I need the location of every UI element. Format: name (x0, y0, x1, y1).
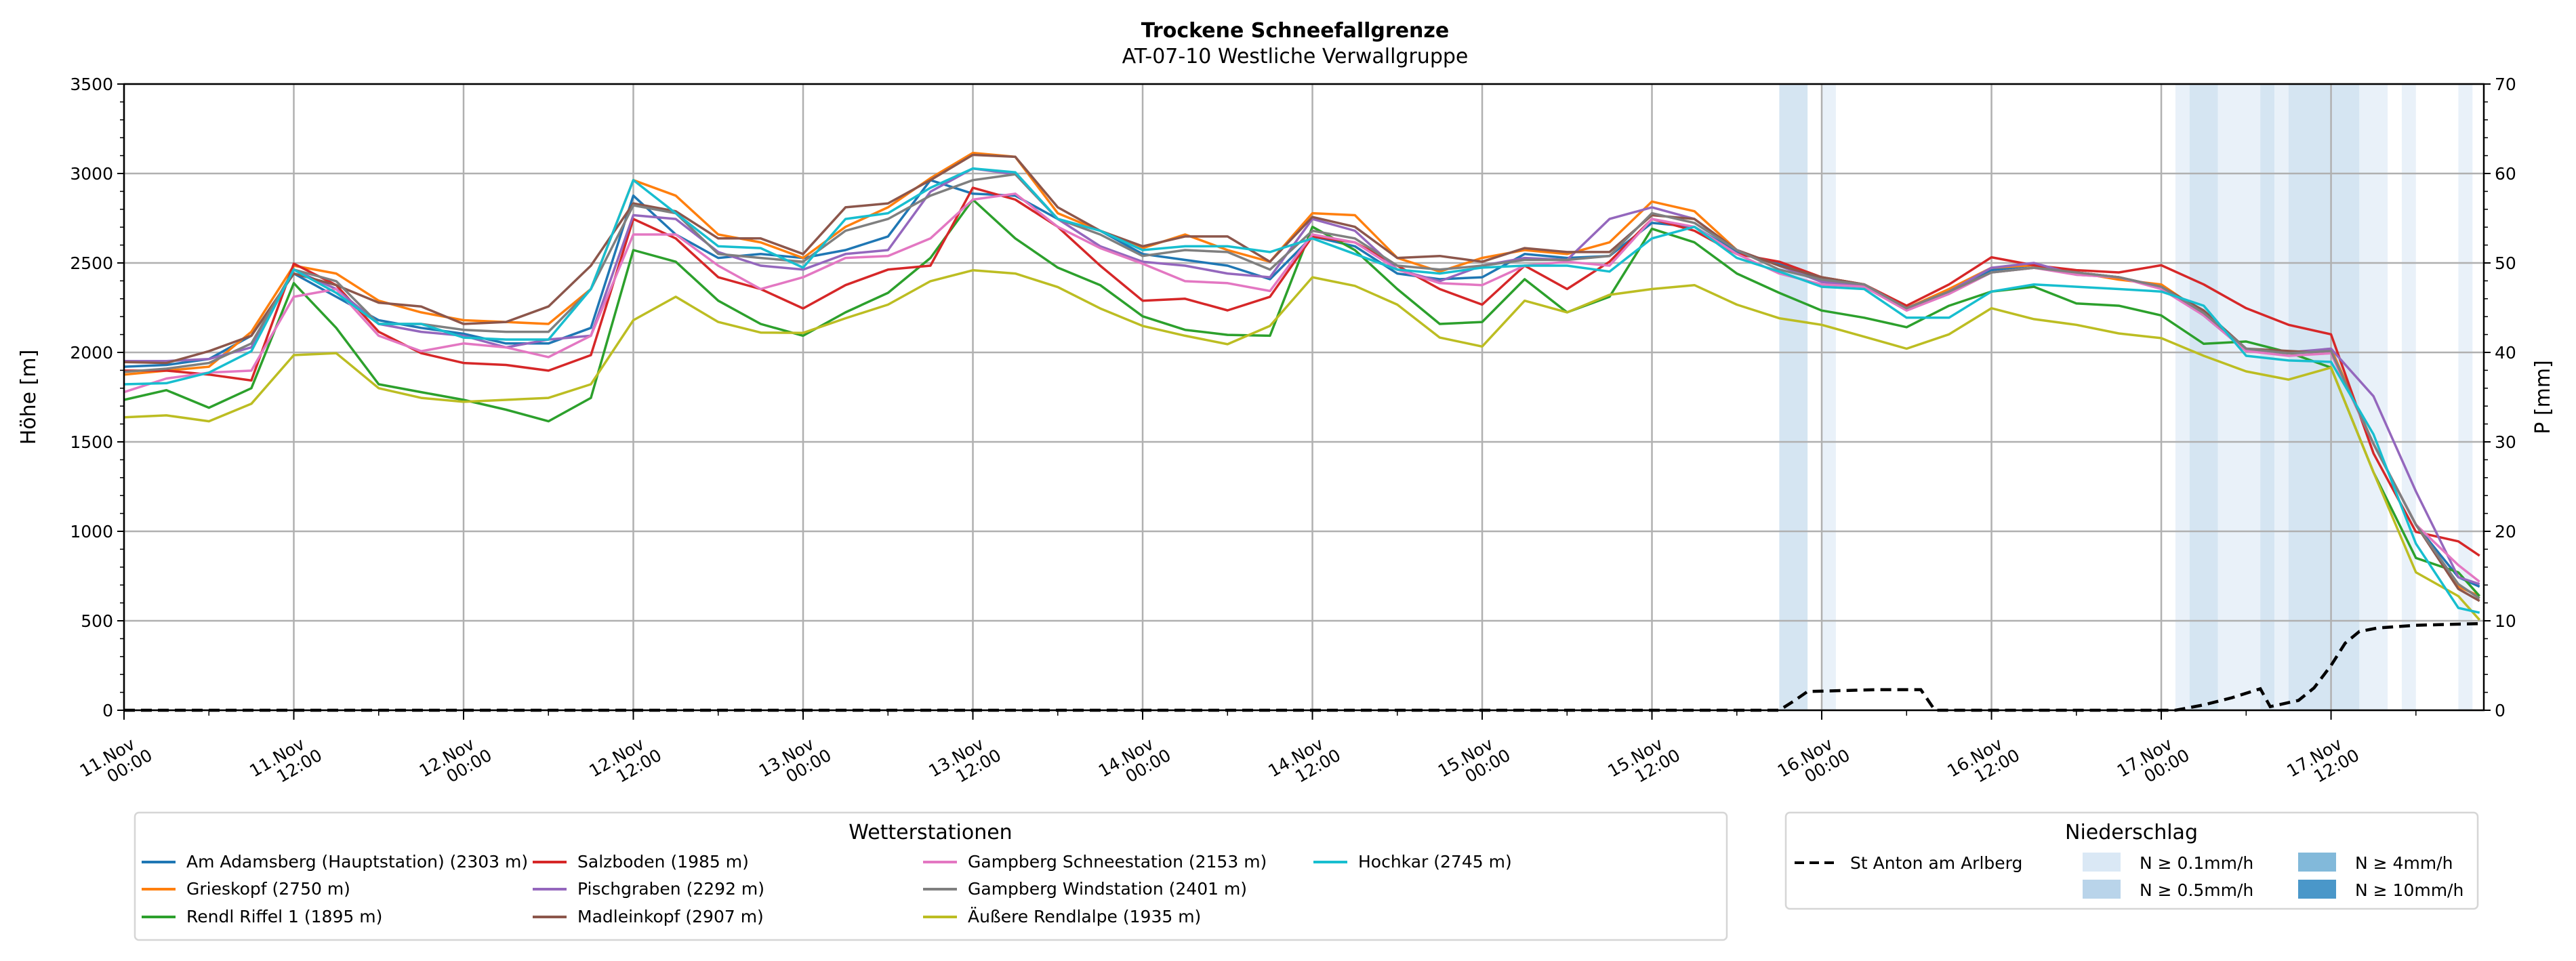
legend-stations: Wetterstationen Am Adamsberg (Hauptstati… (134, 811, 1728, 941)
axes: 0 500 1000 1500 2000 2500 3000 3500 0 10 20 30 40 50 6… (70, 75, 2516, 787)
legend-precip-label: N ≥ 0.5mm/h (2140, 880, 2253, 900)
y-tick-label: 3000 (70, 164, 113, 184)
legend-label: Grieskopf (2750 m) (186, 879, 350, 899)
plot-frame (123, 83, 2485, 712)
y2-tick-label: 0 (2495, 701, 2506, 720)
y-axis-label: Höhe [m] (17, 350, 41, 445)
legend-precip-swatch (2298, 880, 2336, 899)
precipitation-line (124, 621, 2485, 712)
y-tick-label: 1500 (70, 432, 113, 452)
y-tick-label: 3500 (70, 75, 113, 94)
legend-precip-label: N ≥ 4mm/h (2355, 853, 2453, 873)
precip-band (2260, 84, 2275, 710)
precip-band (2189, 84, 2218, 710)
precip-band (1779, 84, 1808, 710)
chart-subtitle: AT-07-10 Westliche Verwallgruppe (1122, 45, 1469, 68)
legend-precip-label: N ≥ 0.1mm/h (2140, 853, 2253, 873)
precip-cumulative-line (124, 621, 2485, 712)
legend-precip-swatch (2298, 853, 2336, 872)
legend-precipitation: Niederschlag St Anton am Arlberg N ≥ 0.1… (1784, 811, 2479, 910)
legend-label: Salzboden (1985 m) (577, 852, 749, 872)
legend-label: Am Adamsberg (Hauptstation) (2303 m) (186, 852, 528, 872)
series-line (123, 198, 2481, 597)
precip-band (1822, 84, 1836, 710)
legend-label: Rendl Riffel 1 (1895 m) (186, 907, 382, 926)
legend-stations-title: Wetterstationen (849, 821, 1012, 844)
y2-tick-label: 50 (2495, 253, 2516, 273)
station-lines (123, 151, 2481, 621)
y2-tick-label: 20 (2495, 522, 2516, 541)
series-line (123, 269, 2481, 621)
y2-tick-label: 60 (2495, 164, 2516, 184)
y2-tick-label: 40 (2495, 343, 2516, 363)
y-tick-label: 2000 (70, 343, 113, 363)
y2-tick-label: 70 (2495, 75, 2516, 94)
series-line (123, 167, 2480, 614)
legend-label: Hochkar (2745 m) (1358, 852, 1512, 872)
legend-label: Gampberg Schneestation (2153 m) (968, 852, 1267, 872)
series-line (123, 173, 2480, 600)
legend-precip-station-label: St Anton am Arlberg (1850, 853, 2022, 873)
legend-label: Pischgraben (2292 m) (577, 879, 764, 899)
legend-precip-title: Niederschlag (2065, 821, 2198, 844)
legend-precip-label: N ≥ 10mm/h (2355, 880, 2463, 900)
legend-label: Madleinkopf (2907 m) (577, 907, 764, 926)
legend-label: Äußere Rendlalpe (1935 m) (968, 907, 1201, 926)
legend-label: Gampberg Windstation (2401 m) (968, 879, 1247, 899)
y-tick-label: 0 (102, 701, 113, 720)
series-line (123, 151, 2480, 598)
precipitation-bands (1779, 84, 2473, 710)
chart-title: Trockene Schneefallgrenze (1141, 19, 1449, 43)
series-line (124, 167, 2480, 586)
series-line (123, 153, 2480, 602)
y-tick-label: 2500 (70, 253, 113, 273)
precip-band (2288, 84, 2360, 710)
y-tick-label: 1000 (70, 522, 113, 541)
precip-band (2458, 84, 2473, 710)
legend-precip-swatch (2083, 853, 2121, 872)
precip-band (2175, 84, 2190, 710)
precip-band (2217, 84, 2261, 710)
y2-tick-label: 30 (2495, 432, 2516, 452)
y2-axis-label: P [mm] (2531, 360, 2555, 434)
precip-band (2274, 84, 2289, 710)
grid-lines (123, 83, 2484, 712)
precip-band (2401, 84, 2416, 710)
y-tick-label: 500 (81, 611, 113, 631)
y2-tick-label: 10 (2495, 611, 2516, 631)
legend-precip-swatch (2083, 880, 2121, 899)
